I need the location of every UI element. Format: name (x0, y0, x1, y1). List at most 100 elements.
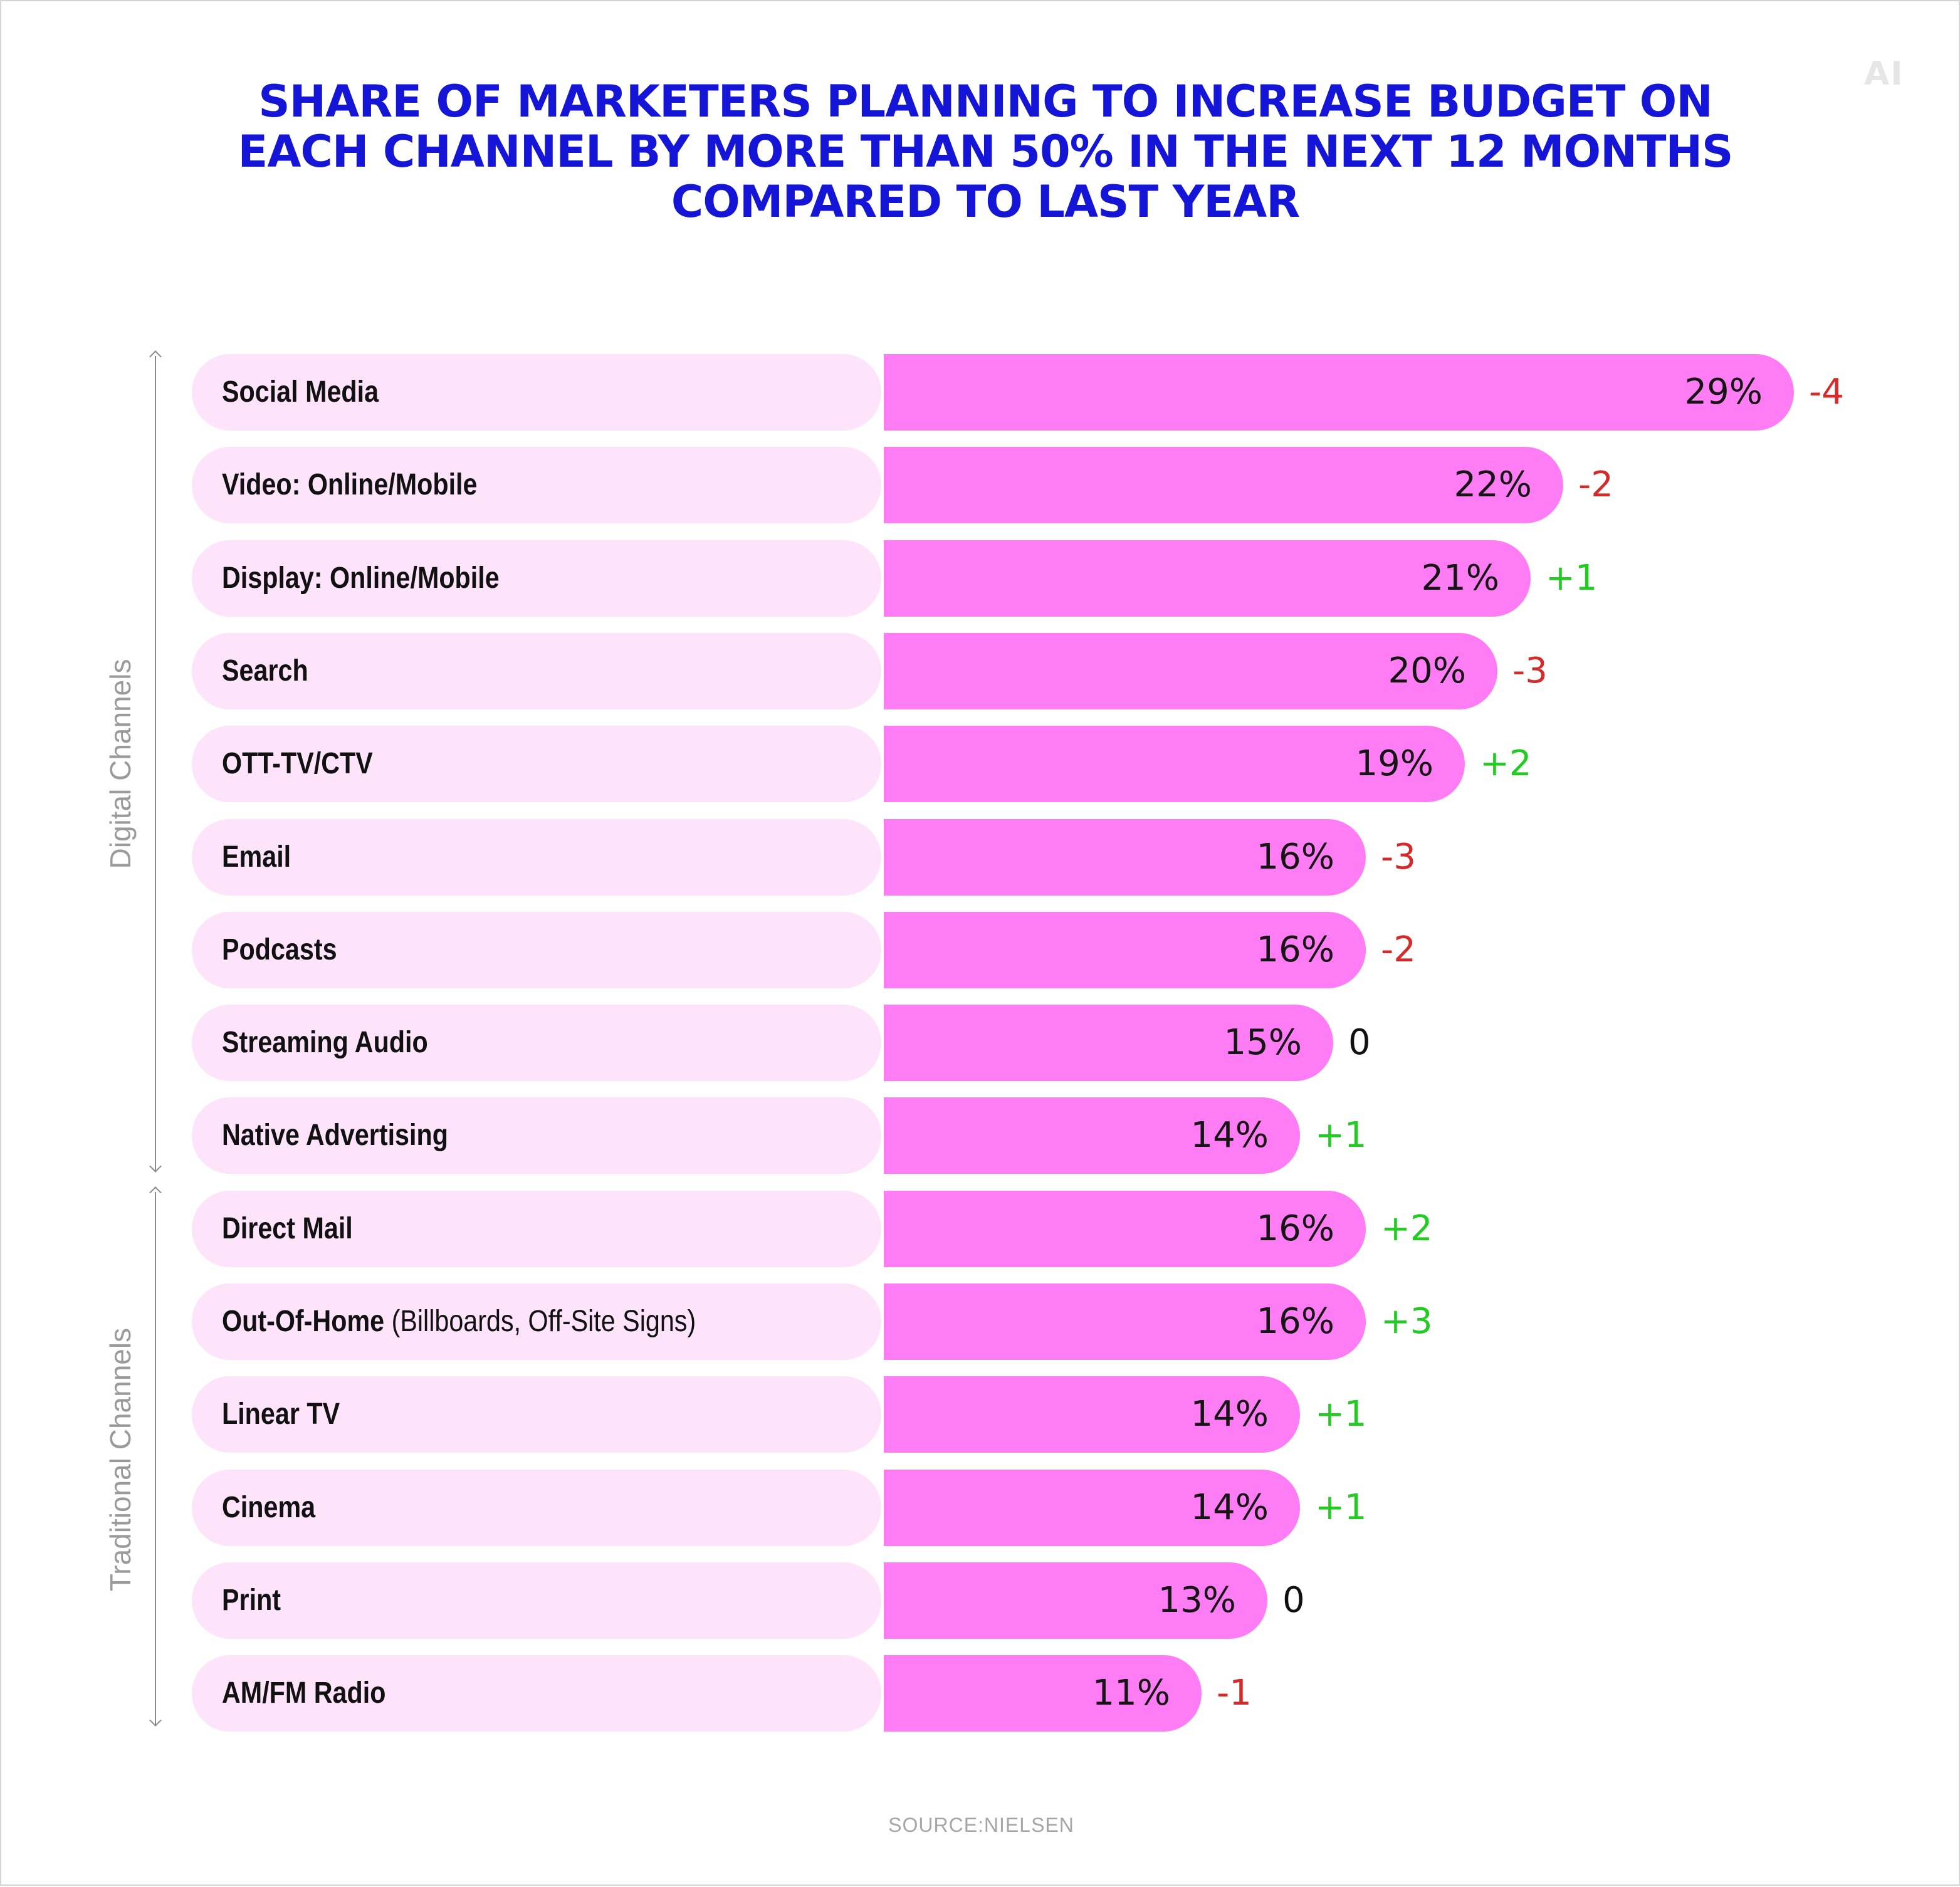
category-label-text: Linear TV (222, 1398, 340, 1431)
category-label-text: AM/FM Radio (222, 1676, 386, 1710)
category-label: Video: Online/Mobile (222, 447, 477, 523)
category-label-text: Print (222, 1584, 281, 1617)
value-label: 16% (1256, 1301, 1334, 1342)
bar (884, 912, 1366, 988)
category-label-text: OTT-TV/CTV (222, 747, 373, 780)
category-label-text: Display: Online/Mobile (222, 562, 500, 595)
bar (884, 1655, 1202, 1732)
category-label: Display: Online/Mobile (222, 540, 500, 617)
value-label: 29% (1684, 372, 1763, 412)
value-label: 14% (1190, 1487, 1269, 1528)
value-label: 14% (1190, 1394, 1269, 1435)
digital-group-arrow-up-icon (149, 350, 162, 362)
category-label-text: Podcasts (222, 933, 337, 966)
bar (884, 1562, 1267, 1639)
value-label: 16% (1256, 1208, 1334, 1249)
category-label-text: Cinema (222, 1491, 316, 1524)
traditional-group-arrow-up-icon (149, 1186, 162, 1198)
change-label: +3 (1381, 1301, 1433, 1342)
bar-track (192, 726, 881, 802)
value-label: 16% (1256, 929, 1334, 970)
bar (884, 1005, 1333, 1081)
digital-group-bracket-line (155, 356, 156, 1171)
category-label-text: Search (222, 654, 308, 687)
change-label: -3 (1381, 837, 1416, 877)
value-label: 16% (1256, 837, 1334, 877)
value-label: 20% (1388, 651, 1466, 691)
category-label-text: Social Media (222, 375, 379, 409)
change-label: -1 (1217, 1673, 1252, 1713)
change-label: -4 (1809, 372, 1844, 412)
source-note: SOURCE:NIELSEN (888, 1814, 1074, 1836)
bar-track (192, 1470, 881, 1546)
value-label: 14% (1190, 1115, 1269, 1156)
value-label: 11% (1092, 1673, 1170, 1713)
brand-logo: AI (1864, 55, 1904, 93)
bar (884, 726, 1465, 802)
category-label: Cinema (222, 1470, 315, 1546)
bar-track (192, 1562, 881, 1639)
bar (884, 540, 1531, 617)
bar (884, 1376, 1300, 1453)
chart-title: SHARE OF MARKETERS PLANNING TO INCREASE … (238, 76, 1734, 227)
category-label-text: Video: Online/Mobile (222, 468, 478, 501)
category-label: Podcasts (222, 912, 337, 988)
bar (884, 354, 1794, 431)
category-label-note: (Billboards, Off-Site Signs) (384, 1305, 696, 1338)
bar (884, 819, 1366, 896)
change-label: 0 (1348, 1022, 1371, 1063)
category-label-text: Native Advertising (222, 1119, 448, 1152)
bar-track (192, 354, 881, 431)
change-label: +2 (1480, 743, 1532, 784)
change-label: -2 (1578, 464, 1613, 505)
bar (884, 633, 1497, 709)
value-label: 15% (1224, 1022, 1302, 1063)
bar-track (192, 1655, 881, 1732)
category-label-text: Streaming Audio (222, 1026, 428, 1059)
change-label: 0 (1282, 1580, 1305, 1621)
bar (884, 1097, 1300, 1174)
change-label: +2 (1381, 1208, 1433, 1249)
category-label: Streaming Audio (222, 1005, 428, 1081)
change-label: +1 (1546, 558, 1598, 599)
bar-track (192, 1191, 881, 1267)
group-label-traditional: Traditional Channels (104, 1327, 137, 1592)
group-label-digital: Digital Channels (104, 659, 137, 869)
category-label-text: Out-Of-Home (222, 1305, 385, 1338)
traditional-group-arrow-down-icon (149, 1716, 162, 1728)
bar-track (192, 912, 881, 988)
value-label: 13% (1158, 1580, 1236, 1621)
change-label: +1 (1315, 1115, 1367, 1156)
category-label: Out-Of-Home (Billboards, Off-Site Signs) (222, 1283, 696, 1360)
digital-group-arrow-down-icon (149, 1162, 162, 1174)
value-label: 21% (1421, 558, 1499, 599)
bar-track (192, 819, 881, 896)
bar (884, 1191, 1366, 1267)
category-label-text: Direct Mail (222, 1212, 353, 1245)
category-label: OTT-TV/CTV (222, 726, 373, 802)
value-label: 22% (1454, 464, 1532, 505)
bar-track (192, 633, 881, 709)
bar-track (192, 1376, 881, 1453)
bar-track (192, 1097, 881, 1174)
category-label: Linear TV (222, 1376, 340, 1453)
bar (884, 1283, 1366, 1360)
category-label: Native Advertising (222, 1097, 448, 1174)
change-label: +1 (1315, 1394, 1367, 1435)
bar-track (192, 1005, 881, 1081)
value-label: 19% (1355, 743, 1433, 784)
category-label: AM/FM Radio (222, 1655, 385, 1732)
change-label: +1 (1315, 1487, 1367, 1528)
bar (884, 1470, 1300, 1546)
category-label-text: Email (222, 840, 291, 874)
traditional-group-bracket-line (155, 1192, 156, 1725)
change-label: -2 (1381, 929, 1416, 970)
category-label: Email (222, 819, 291, 896)
category-label: Direct Mail (222, 1191, 353, 1267)
category-label: Search (222, 633, 308, 709)
category-label: Social Media (222, 354, 379, 431)
bar-track (192, 447, 881, 523)
change-label: -3 (1512, 651, 1548, 691)
